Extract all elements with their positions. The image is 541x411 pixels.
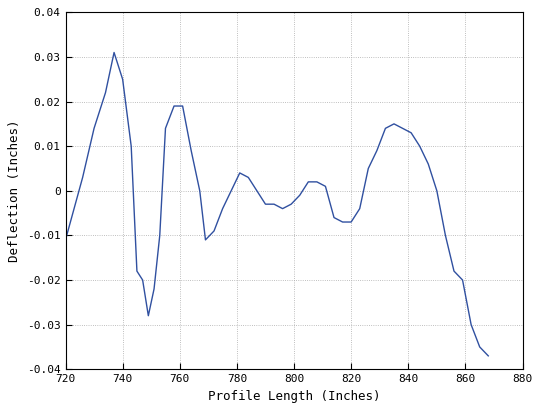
X-axis label: Profile Length (Inches): Profile Length (Inches): [208, 390, 380, 403]
Y-axis label: Deflection (Inches): Deflection (Inches): [8, 120, 21, 262]
